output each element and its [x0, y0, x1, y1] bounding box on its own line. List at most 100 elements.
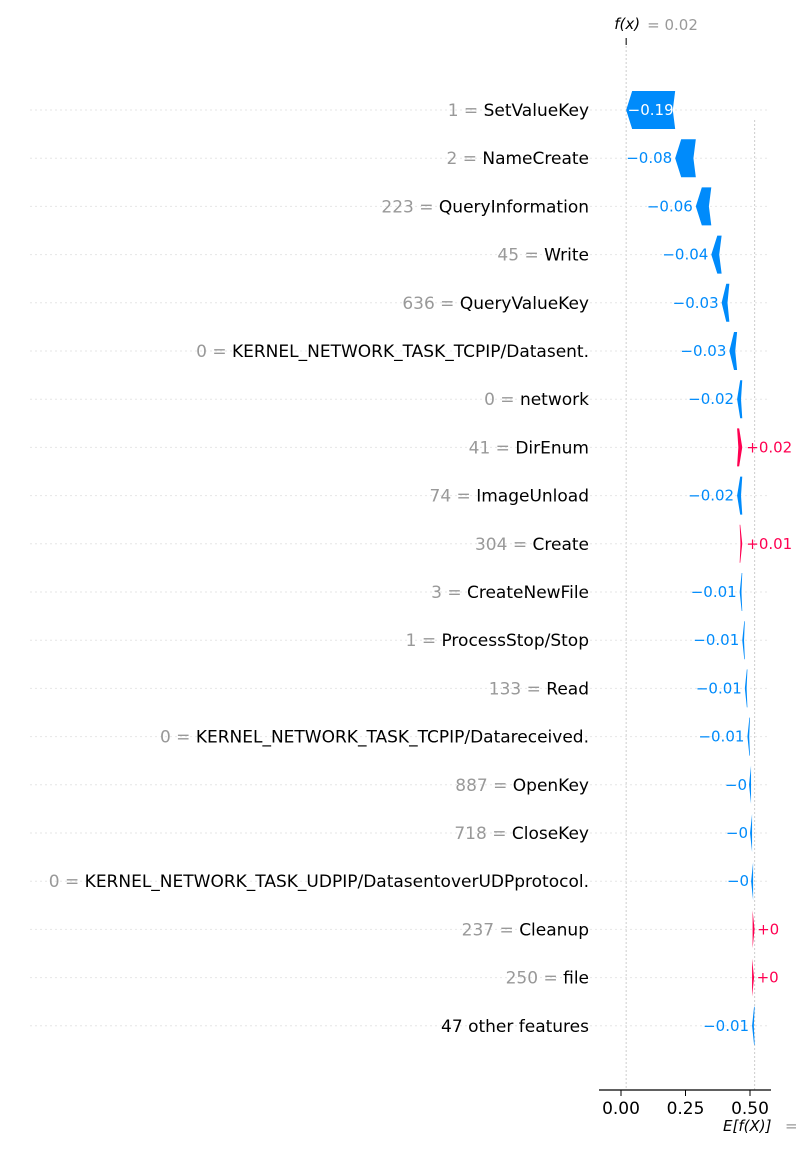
feature-value: 0	[160, 728, 171, 748]
feature-name: DirEnum	[515, 438, 589, 458]
feature-label: 250 = file	[506, 969, 589, 989]
row-gridlines	[30, 38, 770, 1090]
feature-equals: =	[435, 294, 460, 314]
feature-label: 47 other features	[441, 1017, 589, 1037]
feature-name: QueryInformation	[439, 197, 589, 217]
feature-value: 250	[506, 969, 538, 989]
feature-label: 133 = Read	[489, 679, 589, 699]
feature-value: 718	[454, 824, 486, 844]
feature-equals: =	[442, 583, 467, 603]
feature-label: 237 = Cleanup	[462, 920, 589, 940]
feature-label: 3 = CreateNewFile	[431, 583, 589, 603]
contribution-label: −0.04	[662, 246, 708, 264]
feature-label: 74 = ImageUnload	[430, 487, 590, 507]
feature-label: 2 = NameCreate	[446, 149, 589, 169]
x-tick-label: 0.50	[731, 1099, 769, 1119]
feature-label: 636 = QueryValueKey	[402, 294, 589, 314]
feature-name: 47 other features	[441, 1017, 589, 1037]
contribution-label: −0.02	[688, 487, 734, 505]
feature-name: Create	[533, 535, 590, 555]
fx-value: = 0.02	[647, 16, 698, 34]
feature-equals: =	[414, 197, 439, 217]
negative-bar	[737, 476, 743, 515]
negative-bar	[729, 332, 738, 370]
feature-name: Write	[544, 246, 589, 266]
contribution-label: −0.19	[628, 101, 674, 119]
fx-header: f(x) = 0.02	[614, 15, 698, 34]
positive-bar	[737, 428, 743, 467]
contribution-label: −0.01	[693, 631, 739, 649]
negative-bar	[749, 765, 752, 804]
feature-value: 0	[484, 390, 495, 410]
feature-label: 718 = CloseKey	[454, 824, 589, 844]
x-tick-label: 0.00	[602, 1099, 640, 1119]
feature-name: QueryValueKey	[460, 294, 589, 314]
feature-value: 133	[489, 679, 521, 699]
contribution-label: −0.08	[626, 149, 672, 167]
feature-value: 74	[430, 487, 452, 507]
feature-equals: =	[457, 149, 482, 169]
feature-name: NameCreate	[482, 149, 589, 169]
feature-equals: =	[538, 969, 563, 989]
feature-equals: =	[519, 246, 544, 266]
contribution-bars: −0.19 −0.08 −0.06 −0.04 −0.03 −0.03 −0.02 +0.02…	[626, 91, 792, 1045]
contribution-label: −0.06	[647, 197, 693, 215]
negative-bar	[737, 380, 743, 419]
feature-labels: 1 = SetValueKey 2 = NameCreate 223 = Query…	[49, 101, 589, 1037]
feature-label: 45 = Write	[497, 246, 589, 266]
feature-equals: =	[507, 535, 532, 555]
feature-label: 0 = KERNEL_NETWORK_TASK_UDPIP/Datasentov…	[49, 872, 589, 892]
feature-label: 1 = ProcessStop/Stop	[406, 631, 589, 651]
feature-equals: =	[521, 679, 546, 699]
feature-value: 0	[196, 342, 207, 362]
positive-bar	[752, 958, 755, 997]
contribution-label: −0	[726, 824, 748, 842]
contribution-label: −0.03	[673, 294, 719, 312]
fx-label: f(x)	[614, 15, 640, 33]
negative-bar	[751, 862, 754, 901]
feature-label: 304 = Create	[475, 535, 589, 555]
feature-name: CloseKey	[512, 824, 589, 844]
negative-bar	[721, 283, 730, 322]
feature-equals: =	[487, 824, 512, 844]
feature-name: KERNEL_NETWORK_TASK_TCPIP/Datasent.	[232, 342, 589, 362]
feature-name: Read	[546, 679, 589, 699]
negative-bar	[711, 235, 722, 274]
feature-value: 237	[462, 920, 494, 940]
feature-equals: =	[494, 920, 519, 940]
contribution-label: +0	[757, 969, 779, 987]
feature-value: 3	[431, 583, 442, 603]
contribution-label: +0.01	[746, 535, 792, 553]
feature-name: ImageUnload	[476, 487, 589, 507]
feature-equals: =	[490, 438, 515, 458]
expected-value-footer: E[f(X)] =	[723, 1117, 798, 1135]
feature-label: 0 = KERNEL_NETWORK_TASK_TCPIP/Datareceiv…	[160, 728, 589, 748]
feature-value: 636	[402, 294, 434, 314]
feature-name: OpenKey	[513, 776, 589, 796]
positive-bar	[739, 524, 743, 563]
feature-equals: =	[171, 728, 196, 748]
feature-name: ProcessStop/Stop	[441, 631, 589, 651]
feature-equals: =	[416, 631, 441, 651]
feature-label: 0 = network	[484, 390, 589, 410]
feature-name: KERNEL_NETWORK_TASK_TCPIP/Datareceived.	[196, 728, 589, 748]
feature-label: 41 = DirEnum	[469, 438, 589, 458]
negative-bar	[750, 814, 753, 852]
feature-value: 223	[381, 197, 413, 217]
feature-name: SetValueKey	[484, 101, 589, 121]
contribution-label: −0.02	[688, 390, 734, 408]
negative-bar	[675, 139, 696, 178]
negative-bar	[626, 91, 676, 129]
feature-name: file	[563, 969, 589, 989]
feature-name: Cleanup	[519, 920, 589, 940]
feature-equals: =	[488, 776, 513, 796]
feature-value: 304	[475, 535, 507, 555]
feature-label: 0 = KERNEL_NETWORK_TASK_TCPIP/Datasent.	[196, 342, 589, 362]
expected-value-eq: =	[785, 1117, 798, 1135]
feature-equals: =	[60, 872, 85, 892]
feature-value: 0	[49, 872, 60, 892]
negative-bar	[752, 1006, 755, 1045]
feature-value: 1	[406, 631, 417, 651]
feature-value: 45	[497, 246, 519, 266]
